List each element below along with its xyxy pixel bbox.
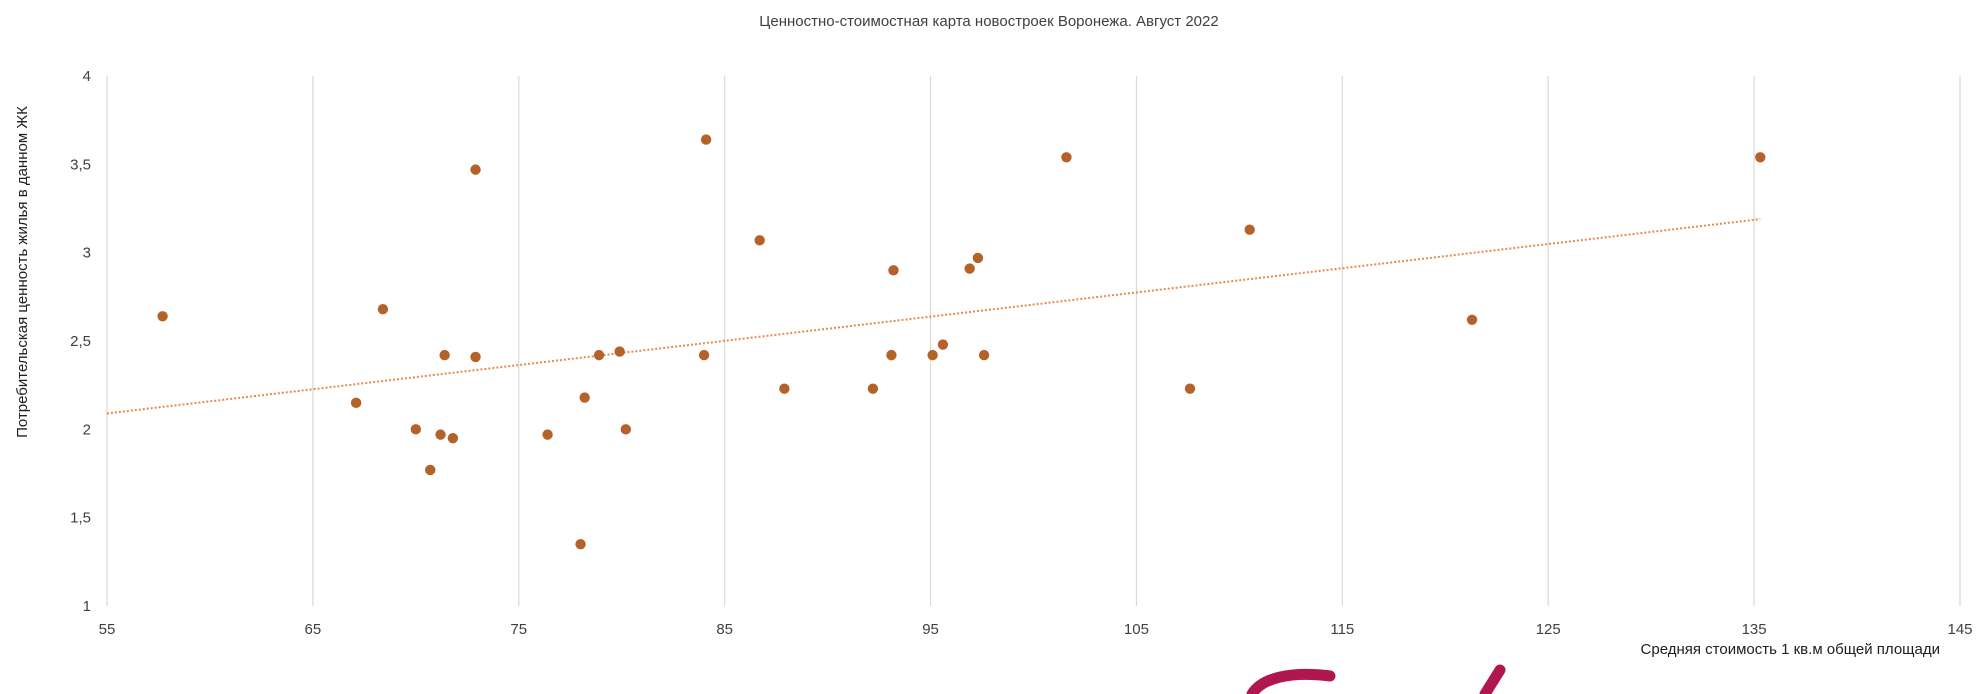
x-tick-label: 85	[716, 621, 733, 638]
data-point	[1184, 383, 1196, 394]
data-point	[1755, 152, 1766, 163]
data-point	[435, 429, 446, 440]
x-tick-label: 135	[1742, 621, 1767, 638]
data-point	[593, 349, 605, 361]
y-tick-label: 4	[83, 68, 91, 85]
x-tick-label: 115	[1330, 621, 1354, 638]
data-point	[1244, 224, 1255, 235]
y-axis-title: Потребительская ценность жилья в данном …	[14, 106, 31, 438]
x-axis-ticks: 55 65 75 85 95 105 115 125 135 145	[99, 621, 1973, 638]
x-tick-label: 105	[1124, 621, 1149, 638]
data-point	[972, 252, 984, 264]
data-point	[698, 349, 710, 361]
x-tick-label: 145	[1947, 621, 1972, 638]
data-point	[350, 397, 362, 409]
data-point	[978, 349, 990, 361]
data-point	[888, 265, 899, 276]
data-point	[867, 383, 879, 394]
data-point	[439, 349, 450, 361]
data-point	[1061, 152, 1072, 163]
data-point	[579, 392, 590, 403]
y-tick-label: 2,5	[70, 333, 91, 350]
data-point	[886, 349, 897, 361]
x-tick-label: 55	[99, 621, 116, 638]
data-point	[425, 464, 436, 476]
data-point	[779, 383, 790, 394]
linear-trendline	[106, 218, 1761, 415]
y-tick-label: 3	[83, 245, 91, 262]
data-point	[157, 311, 168, 322]
brand-mark-graphic	[1246, 664, 1506, 694]
y-tick-label: 2	[83, 421, 91, 438]
gridlines	[106, 76, 1961, 606]
data-point	[620, 424, 632, 435]
data-point	[964, 263, 975, 274]
chart-title: Ценностно-стоимостная карта новостроек В…	[759, 13, 1218, 30]
data-point	[1466, 314, 1478, 325]
data-point	[470, 164, 481, 175]
data-point	[410, 424, 422, 435]
y-tick-label: 3,5	[70, 156, 91, 173]
y-axis-ticks: 1 1,5 2 2,5 3 3,5 4	[70, 68, 91, 615]
data-point	[927, 349, 938, 361]
data-point	[754, 235, 765, 246]
data-point	[700, 134, 712, 145]
y-tick-label: 1	[83, 598, 91, 615]
x-tick-label: 65	[305, 621, 322, 638]
y-tick-label: 1,5	[70, 510, 91, 527]
data-point	[470, 351, 481, 363]
x-tick-label: 95	[922, 621, 939, 638]
data-points	[157, 134, 1766, 550]
x-tick-label: 125	[1536, 621, 1561, 638]
x-tick-label: 75	[510, 621, 527, 638]
data-point	[614, 346, 625, 357]
data-point	[937, 339, 949, 350]
data-point	[575, 538, 586, 550]
data-point	[447, 432, 459, 444]
data-point	[377, 304, 389, 315]
trendline-group	[106, 218, 1761, 415]
data-point	[542, 429, 553, 440]
x-axis-title: Средняя стоимость 1 кв.м общей площади	[1641, 641, 1940, 658]
